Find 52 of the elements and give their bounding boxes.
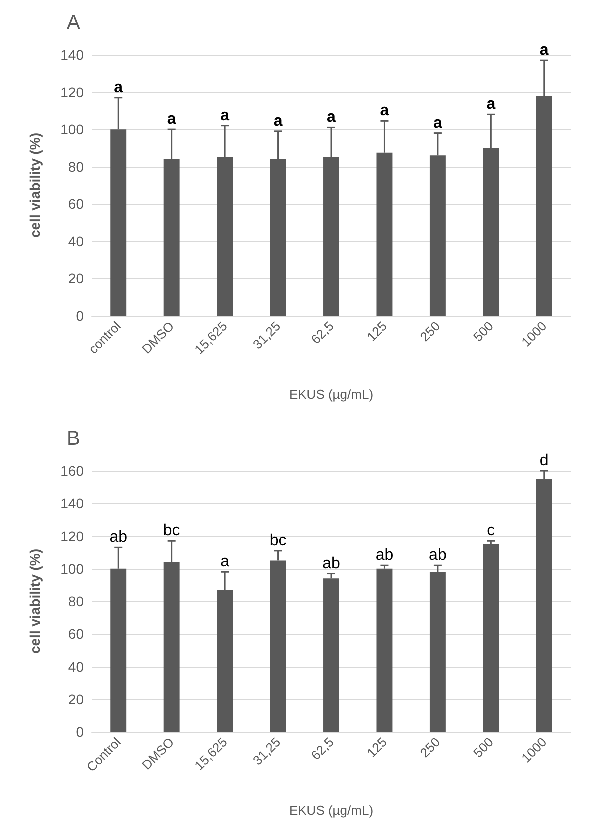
annotation: a <box>274 112 283 130</box>
y-tick-label: 120 <box>60 528 84 544</box>
chart-title: A <box>67 12 81 34</box>
bar <box>483 544 500 732</box>
y-tick-label: 60 <box>68 196 84 212</box>
x-axis-title: EKUS (µg/mL) <box>289 803 374 818</box>
x-tick-label: 125 <box>364 734 390 761</box>
y-tick-label: 160 <box>60 463 84 479</box>
y-tick-label: 80 <box>68 594 84 610</box>
annotation: a <box>167 111 176 128</box>
y-tick-label: 60 <box>68 626 84 642</box>
annotation: c <box>487 522 496 540</box>
y-tick-label: 140 <box>60 496 84 512</box>
chart-title: B <box>67 428 80 450</box>
y-axis-title: cell viability (%) <box>27 132 43 238</box>
annotation: a <box>220 554 230 571</box>
y-tick-label: 0 <box>76 724 84 740</box>
annotation: a <box>220 107 230 124</box>
y-tick-label: 40 <box>68 658 84 675</box>
annotation: bc <box>163 522 180 540</box>
y-tick-label: 0 <box>76 308 84 324</box>
y-tick-label: 80 <box>68 158 84 175</box>
x-tick-label: 62,5 <box>308 318 337 348</box>
annotation: a <box>380 102 390 120</box>
y-tick-label: 100 <box>60 560 84 577</box>
annotation: ab <box>429 547 447 564</box>
y-axis-title: cell viability (%) <box>27 548 43 654</box>
annotation: d <box>540 452 549 470</box>
annotation: a <box>114 79 124 96</box>
x-tick-label: 500 <box>470 734 496 761</box>
x-tick-label: 125 <box>364 318 390 345</box>
bar <box>376 568 393 732</box>
y-tick-label: 140 <box>60 47 84 63</box>
annotation: ab <box>110 529 128 546</box>
annotation: a <box>540 42 549 60</box>
annotation: a <box>486 96 496 114</box>
annotation: bc <box>270 532 287 550</box>
y-tick-label: 20 <box>68 691 84 708</box>
annotation: a <box>327 109 336 126</box>
y-tick-label: 120 <box>60 84 84 100</box>
x-tick-label: 500 <box>470 318 496 345</box>
annotation: ab <box>322 555 340 572</box>
annotation: a <box>433 114 442 132</box>
y-tick-label: 40 <box>68 233 84 250</box>
y-tick-label: 100 <box>60 122 84 138</box>
annotation: ab <box>376 547 394 564</box>
x-tick-label: 250 <box>417 318 444 345</box>
x-axis-title: EKUS (µg/mL) <box>289 387 374 402</box>
x-tick-label: 62,5 <box>308 734 337 764</box>
bar <box>324 578 340 732</box>
x-tick-label: 250 <box>417 734 444 761</box>
y-tick-label: 20 <box>68 270 84 287</box>
